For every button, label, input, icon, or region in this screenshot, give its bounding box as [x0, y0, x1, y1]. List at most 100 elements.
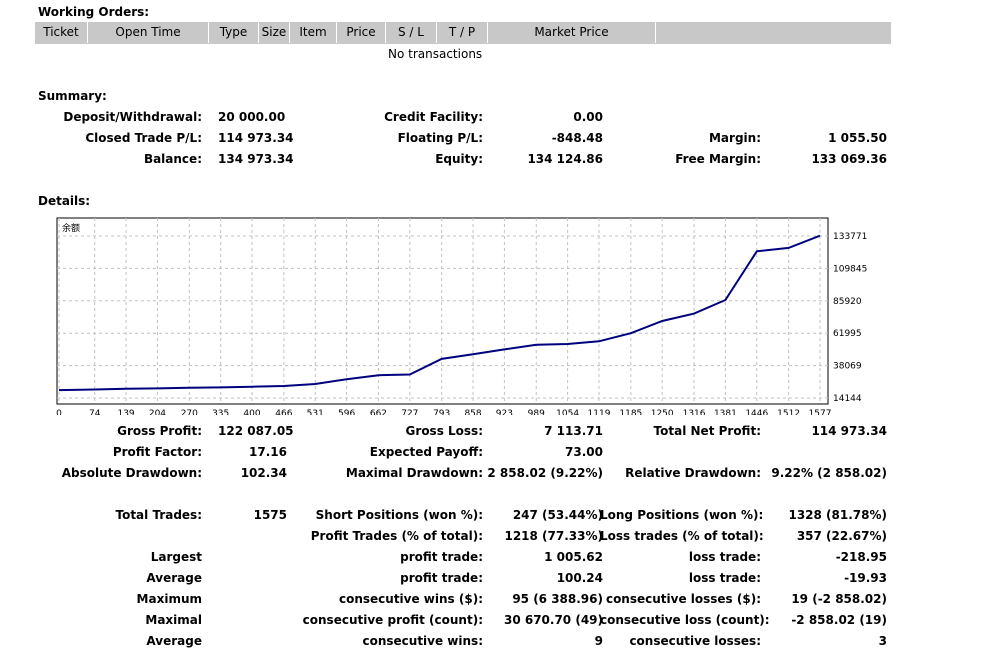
- largest-loss-label: loss trade:: [688, 550, 761, 564]
- deposit-label: Deposit/Withdrawal:: [63, 110, 202, 124]
- average-consecutive-losses-label: consecutive losses:: [629, 634, 761, 648]
- column-header-open-time[interactable]: Open Time: [88, 22, 209, 43]
- average-label: Average: [146, 571, 202, 585]
- long-positions-value: 1328 (81.78%): [788, 508, 887, 522]
- largest-label: Largest: [150, 550, 202, 564]
- chart-y-tick-label: 14144: [833, 394, 862, 404]
- summary-title: Summary:: [38, 89, 107, 103]
- absolute-drawdown-value: 102.34: [240, 466, 287, 480]
- gross-loss-label: Gross Loss:: [405, 424, 483, 438]
- equity-value: 134 124.86: [527, 152, 603, 166]
- chart-x-tick-label: 858: [464, 409, 481, 415]
- chart-title: 余额: [62, 222, 80, 234]
- absolute-drawdown-label: Absolute Drawdown:: [61, 466, 202, 480]
- max-consecutive-losses-value: 19 (-2 858.02): [791, 592, 887, 606]
- gross-loss-value: 7 113.71: [544, 424, 603, 438]
- chart-y-tick-label: 61995: [833, 329, 862, 339]
- expected-payoff-value: 73.00: [565, 445, 603, 459]
- details-title: Details:: [38, 194, 91, 208]
- profit-factor-label: Profit Factor:: [112, 445, 202, 459]
- average-loss-value: -19.93: [844, 571, 887, 585]
- column-header-type[interactable]: Type: [209, 22, 259, 43]
- chart-x-tick-label: 531: [307, 409, 324, 415]
- relative-drawdown-label: Relative Drawdown:: [625, 466, 761, 480]
- total-trades-value: 1575: [253, 508, 287, 522]
- max-consecutive-wins-label: consecutive wins ($):: [338, 592, 483, 606]
- chart-y-tick-label: 133771: [833, 232, 867, 242]
- maximal-drawdown-value: 2 858.02 (9.22%): [487, 466, 603, 480]
- largest-loss-value: -218.95: [835, 550, 887, 564]
- largest-profit-value: 1 005.62: [544, 550, 603, 564]
- profit-trades-label: Profit Trades (% of total):: [310, 529, 483, 543]
- loss-trades-value: 357 (22.67%): [796, 529, 887, 543]
- chart-y-tick-label: 85920: [833, 297, 862, 307]
- chart-x-tick-label: 1577: [809, 409, 832, 415]
- gross-profit-label: Gross Profit:: [117, 424, 202, 438]
- chart-x-tick-label: 1054: [556, 409, 579, 415]
- chart-x-tick-label: 793: [433, 409, 450, 415]
- chart-x-tick-label: 204: [149, 409, 166, 415]
- short-positions-value: 247 (53.44%): [512, 508, 603, 522]
- equity-label: Equity:: [435, 152, 483, 166]
- total-net-profit-value: 114 973.34: [811, 424, 887, 438]
- maximal-consecutive-profit-label: consecutive profit (count):: [302, 613, 483, 627]
- maximal-consecutive-profit-value: 30 670.70 (49): [503, 613, 603, 627]
- average-consecutive-losses-value: 3: [878, 634, 887, 648]
- closed-pl-label: Closed Trade P/L:: [85, 131, 202, 145]
- chart-x-tick-label: 139: [117, 409, 134, 415]
- chart-x-tick-label: 1185: [619, 409, 642, 415]
- maximal-consecutive-loss-label: consecutive loss (count):: [600, 613, 770, 627]
- average-loss-label: loss trade:: [688, 571, 761, 585]
- average-consecutive-wins-label: consecutive wins:: [362, 634, 483, 648]
- balance-value: 134 973.34: [218, 152, 294, 166]
- closed-pl-value: 114 973.34: [218, 131, 294, 145]
- average-consecutive-wins-value: 9: [594, 634, 603, 648]
- chart-x-tick-label: 335: [212, 409, 229, 415]
- credit-label: Credit Facility:: [384, 110, 483, 124]
- chart-x-tick-label: 1446: [745, 409, 768, 415]
- column-header-price[interactable]: Price: [337, 22, 386, 43]
- chart-x-tick-label: 74: [89, 409, 101, 415]
- column-header-item[interactable]: Item: [290, 22, 337, 43]
- floating-pl-value: -848.48: [551, 131, 603, 145]
- chart-x-tick-label: 1119: [588, 409, 611, 415]
- total-net-profit-label: Total Net Profit:: [653, 424, 761, 438]
- profit-factor-value: 17.16: [249, 445, 287, 459]
- largest-profit-label: profit trade:: [400, 550, 483, 564]
- chart-x-tick-label: 989: [528, 409, 545, 415]
- maximal-label: Maximal: [145, 613, 202, 627]
- maximal-consecutive-loss-value: -2 858.02 (19): [791, 613, 887, 627]
- max-consecutive-losses-label: consecutive losses ($):: [605, 592, 761, 606]
- chart-x-tick-label: 1381: [714, 409, 737, 415]
- loss-trades-label: Loss trades (% of total):: [600, 529, 764, 543]
- orders-table-header: Ticket Open Time Type Size Item Price S …: [35, 22, 891, 44]
- maximal-drawdown-label: Maximal Drawdown:: [345, 466, 483, 480]
- gross-profit-value: 122 087.05: [218, 424, 294, 438]
- average-profit-value: 100.24: [556, 571, 603, 585]
- floating-pl-label: Floating P/L:: [397, 131, 483, 145]
- max-consecutive-wins-value: 95 (6 388.96): [512, 592, 603, 606]
- chart-y-tick-label: 109845: [833, 264, 867, 274]
- column-header-market-price[interactable]: Market Price: [488, 22, 656, 43]
- column-header-tp[interactable]: T / P: [437, 22, 488, 43]
- balance-chart: 余额 133771 109845 85920 61995 38069 14144 0 74 1…: [56, 217, 867, 415]
- chart-y-tick-label: 38069: [833, 362, 862, 372]
- column-header-sl[interactable]: S / L: [386, 22, 437, 43]
- chart-x-tick-label: 596: [338, 409, 355, 415]
- total-trades-label: Total Trades:: [115, 508, 202, 522]
- chart-x-tick-label: 270: [181, 409, 198, 415]
- chart-x-tick-label: 1250: [651, 409, 674, 415]
- chart-x-tick-label: 400: [243, 409, 260, 415]
- average-profit-label: profit trade:: [400, 571, 483, 585]
- deposit-value: 20 000.00: [218, 110, 286, 124]
- credit-value: 0.00: [573, 110, 603, 124]
- chart-x-tick-label: 1512: [777, 409, 800, 415]
- chart-x-tick-label: 0: [56, 409, 62, 415]
- average-consecutive-label: Average: [146, 634, 202, 648]
- chart-plot-frame: [56, 217, 829, 405]
- expected-payoff-label: Expected Payoff:: [369, 445, 483, 459]
- column-header-size[interactable]: Size: [259, 22, 290, 43]
- free-margin-value: 133 069.36: [811, 152, 887, 166]
- chart-x-tick-label: 662: [370, 409, 387, 415]
- column-header-ticket[interactable]: Ticket: [35, 22, 88, 43]
